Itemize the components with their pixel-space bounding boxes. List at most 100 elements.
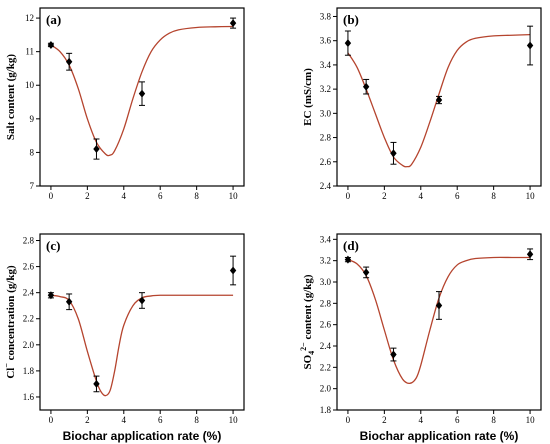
x-tick-label: 4 — [122, 415, 127, 425]
x-tick-label: 6 — [455, 415, 460, 425]
x-tick-label: 6 — [455, 191, 460, 201]
plot-frame — [336, 7, 542, 187]
y-axis-label-tail: content (g/kg) — [302, 274, 314, 342]
y-tick-label: 2.4 — [23, 288, 35, 298]
y-axis-label-superscript: − — [2, 363, 11, 368]
chart-panel-1: 0 2 4 6 8 10 7 8 9 10 11 12 (a) Salt content (g/kg) — [5, 7, 245, 201]
panel-label: (c) — [46, 238, 60, 253]
y-tick-label: 2.8 — [320, 133, 332, 143]
data-point — [93, 145, 100, 154]
y-tick-label: 2.6 — [23, 262, 35, 272]
data-point — [47, 291, 55, 300]
y-tick-label: 2.0 — [320, 384, 332, 394]
data-point — [229, 19, 237, 28]
y-tick-label: 2.2 — [23, 314, 34, 324]
chart-panel-4: 0 2 4 6 8 101.82.02.22.42.62.83.03.23.4 (d)SO4… — [299, 233, 542, 443]
x-tick-label: 6 — [158, 191, 163, 201]
x-tick-label: 4 — [419, 191, 424, 201]
x-tick-label: 2 — [382, 415, 387, 425]
y-tick-label: 3.8 — [320, 11, 332, 21]
data-point — [526, 41, 534, 50]
data-point — [390, 350, 397, 359]
x-tick-label: 0 — [346, 191, 351, 201]
fit-curve — [347, 33, 531, 168]
data-point — [344, 255, 352, 264]
x-tick-label: 8 — [194, 415, 199, 425]
x-tick-label: 8 — [491, 415, 496, 425]
y-axis-label-main: Salt content (g/kg) — [5, 54, 17, 141]
x-tick-label: 2 — [382, 191, 387, 201]
chart-panel-3: 0 2 4 6 8 10 1.6 1.8 2.0 2.2 2.4 2.6 2.8 (c) Cl− conce… — [2, 233, 245, 443]
y-tick-label: 8 — [30, 147, 35, 157]
y-axis-label: Salt content (g/kg) — [5, 54, 17, 141]
y-tick-label: 9 — [30, 114, 35, 124]
x-tick-label: 10 — [526, 191, 536, 201]
x-tick-label: 4 — [419, 415, 424, 425]
plot-frame — [39, 233, 245, 411]
y-axis-label: Cl− concentration (g/kg) — [2, 265, 17, 379]
x-tick-label: 4 — [122, 191, 127, 201]
data-point — [138, 89, 146, 98]
x-tick-label: 8 — [491, 191, 496, 201]
x-tick-label: 0 — [49, 191, 54, 201]
x-tick-label: 8 — [194, 191, 199, 201]
y-tick-label: 10 — [25, 80, 35, 90]
plot-frame — [39, 7, 245, 187]
x-tick-label: 6 — [158, 415, 163, 425]
y-axis-label-main: EC (mS/cm) — [302, 68, 314, 126]
y-tick-label: 2.4 — [320, 181, 332, 191]
y-tick-label: 3.6 — [320, 36, 332, 46]
fit-curve — [347, 256, 531, 385]
fit-curve — [50, 294, 234, 397]
y-axis-label: EC (mS/cm) — [302, 68, 314, 126]
y-tick-label: 3.2 — [320, 256, 331, 266]
data-point — [65, 57, 73, 66]
panel-label: (b) — [343, 12, 359, 27]
data-point — [229, 266, 237, 275]
data-point — [344, 39, 352, 48]
y-axis-label-main: SO — [302, 354, 314, 369]
data-point — [362, 268, 370, 277]
y-tick-label: 2.6 — [320, 157, 332, 167]
y-tick-label: 1.6 — [23, 392, 35, 402]
data-point — [93, 379, 100, 388]
y-tick-label: 2.8 — [23, 236, 35, 246]
x-tick-label: 10 — [526, 415, 536, 425]
x-tick-label: 10 — [229, 415, 239, 425]
y-tick-label: 2.0 — [23, 340, 35, 350]
y-tick-label: 11 — [25, 47, 34, 57]
y-tick-label: 3.0 — [320, 277, 332, 287]
x-tick-label: 0 — [49, 415, 54, 425]
x-tick-label: 10 — [229, 191, 239, 201]
data-point — [390, 149, 397, 158]
data-point — [47, 40, 55, 49]
y-tick-label: 12 — [25, 13, 34, 23]
y-tick-label: 7 — [30, 181, 35, 191]
x-tick-label: 2 — [85, 415, 90, 425]
x-axis-label: Biochar application rate (%) — [63, 429, 222, 443]
plot-frame — [336, 233, 542, 411]
data-point — [435, 96, 443, 105]
x-tick-label: 0 — [346, 415, 351, 425]
data-point — [526, 250, 534, 259]
chart-panel-2: 0 2 4 6 8 10 2.4 2.6 2.8 3.0 3.2 3.4 3.6 3.8 (b) EC (mS… — [302, 7, 542, 201]
y-axis-label-main: Cl — [5, 368, 17, 379]
y-axis-label-subscript: 4 — [307, 351, 316, 355]
y-axis-label: SO42− content (g/kg) — [299, 274, 316, 369]
y-tick-label: 2.8 — [320, 298, 332, 308]
data-point — [362, 82, 370, 91]
y-tick-label: 1.8 — [23, 366, 35, 376]
y-axis-label-tail: concentration (g/kg) — [5, 265, 17, 363]
y-tick-label: 1.8 — [320, 405, 332, 415]
y-tick-label: 3.0 — [320, 108, 332, 118]
x-axis-label: Biochar application rate (%) — [360, 429, 519, 443]
panel-label: (d) — [343, 238, 359, 253]
y-tick-label: 3.4 — [320, 234, 332, 244]
y-tick-label: 3.2 — [320, 84, 331, 94]
data-point — [435, 301, 443, 310]
y-tick-label: 2.6 — [320, 320, 332, 330]
y-tick-label: 3.4 — [320, 60, 332, 70]
data-point — [65, 297, 73, 306]
y-tick-label: 2.4 — [320, 341, 332, 351]
